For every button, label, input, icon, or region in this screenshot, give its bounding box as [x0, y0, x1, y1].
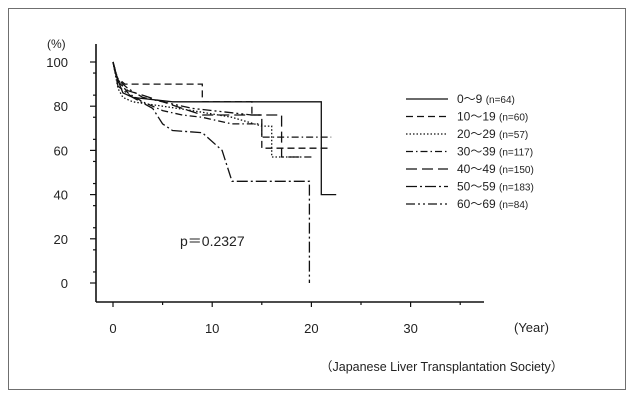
x-tick-label: 30	[403, 321, 417, 336]
x-tick-label: 0	[109, 321, 116, 336]
legend-series-count: (n=60)	[499, 113, 528, 124]
y-tick-label: 0	[61, 276, 68, 291]
x-axis-label: (Year)	[514, 320, 549, 335]
legend: 0〜9 (n=64)10〜19 (n=60)20〜29 (n=57)30〜39 …	[406, 92, 534, 211]
y-tick-label: 20	[54, 232, 68, 247]
source-note: （Japanese Liver Transplantation Society）	[320, 360, 563, 374]
legend-series-name: 60〜69	[457, 197, 499, 211]
legend-series-name: 50〜59	[457, 180, 499, 194]
legend-series-name: 40〜49	[457, 162, 499, 176]
legend-series-name: 20〜29	[457, 127, 499, 141]
legend-series-count: (n=117)	[499, 148, 533, 159]
survival-curve-1	[112, 61, 332, 149]
survival-curve-3	[112, 61, 332, 138]
axes: 0 20 40 60 80 100 0 10 20 30	[46, 44, 484, 336]
legend-series-count: (n=57)	[499, 130, 528, 141]
survival-curve-0	[112, 61, 337, 196]
legend-series-count: (n=183)	[499, 183, 534, 194]
survival-curve-5	[112, 61, 311, 283]
legend-series-count: (n=150)	[499, 165, 534, 176]
x-tick-label: 10	[205, 321, 219, 336]
survival-curve-4	[112, 61, 312, 158]
legend-label-2: 20〜29 (n=57)	[457, 127, 528, 141]
y-tick-label: 100	[46, 55, 68, 70]
legend-series-count: (n=64)	[486, 95, 515, 106]
survival-curve-6	[112, 61, 262, 116]
survival-curves	[112, 61, 337, 283]
legend-label-0: 0〜9 (n=64)	[457, 92, 515, 106]
y-tick-label: 80	[54, 99, 68, 114]
y-tick-label: 40	[54, 188, 68, 203]
legend-label-5: 50〜59 (n=183)	[457, 180, 534, 194]
legend-label-6: 60〜69 (n=84)	[457, 197, 528, 211]
figure-frame	[8, 8, 626, 390]
y-tick-label: 60	[54, 143, 68, 158]
legend-series-name: 0〜9	[457, 92, 486, 106]
legend-label-4: 40〜49 (n=150)	[457, 162, 534, 176]
legend-series-name: 10〜19	[457, 110, 499, 124]
survival-curve-2	[112, 61, 302, 158]
p-value-annotation: p＝0.2327	[180, 233, 245, 249]
legend-series-name: 30〜39	[457, 145, 499, 159]
x-tick-label: 20	[304, 321, 318, 336]
legend-label-1: 10〜19 (n=60)	[457, 110, 528, 124]
y-axis-label: (%)	[47, 37, 66, 51]
legend-series-count: (n=84)	[499, 200, 528, 211]
legend-label-3: 30〜39 (n=117)	[457, 145, 533, 159]
